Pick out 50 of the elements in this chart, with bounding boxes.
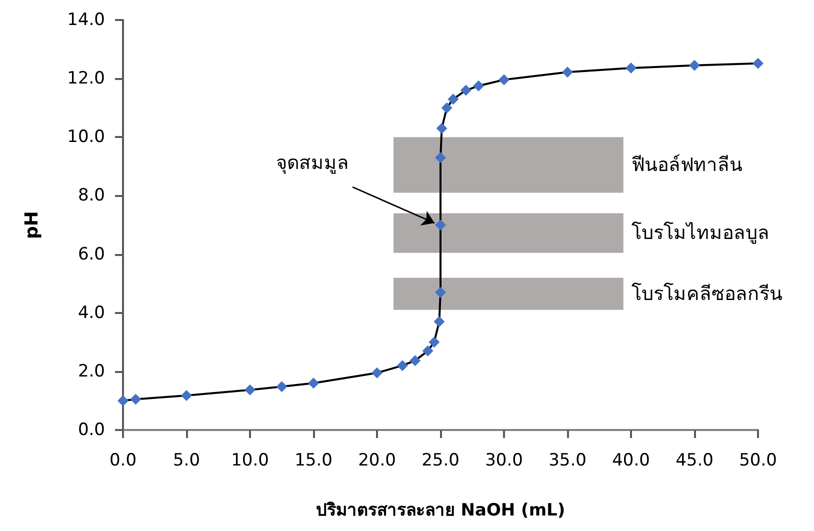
x-tick-label: 30.0 xyxy=(485,450,523,470)
point xyxy=(422,345,434,356)
y-tick-label: 8.0 xyxy=(78,186,105,206)
point xyxy=(460,84,472,96)
point xyxy=(244,384,256,396)
point xyxy=(436,122,448,134)
point xyxy=(130,394,142,405)
y-tick-label: 2.0 xyxy=(78,361,105,382)
point xyxy=(276,381,288,392)
point xyxy=(752,58,764,69)
point xyxy=(562,66,573,78)
annotation: จุดสมมูล xyxy=(276,152,349,175)
point xyxy=(410,355,421,366)
band-label: โบรโมคลีซอลกรีน xyxy=(631,282,782,305)
point xyxy=(372,367,382,378)
point xyxy=(308,378,319,389)
x-tick-label: 40.0 xyxy=(612,450,650,470)
point xyxy=(118,395,128,406)
y-tick-label: 14.0 xyxy=(67,10,105,30)
point xyxy=(473,80,484,92)
x-tick-label: 15.0 xyxy=(294,450,332,470)
point xyxy=(435,286,446,298)
x-tick-label: 10.0 xyxy=(231,450,269,470)
point xyxy=(434,316,445,328)
point xyxy=(626,62,636,74)
point xyxy=(181,390,192,401)
point xyxy=(428,336,440,348)
point xyxy=(448,94,459,105)
point xyxy=(498,74,510,86)
y-tick-label: 4.0 xyxy=(78,302,105,323)
point xyxy=(435,152,446,164)
point xyxy=(441,102,452,114)
y-tick-label: 6.0 xyxy=(78,244,105,264)
y-tick-label: 12.0 xyxy=(67,68,105,89)
point xyxy=(689,60,700,71)
y-tick-label: 0.0 xyxy=(78,420,105,440)
point xyxy=(396,360,408,372)
x-axis-title: ปริมาตรสารละลาย NaOH (mL) xyxy=(316,500,566,520)
x-tick-label: 25.0 xyxy=(422,450,460,470)
x-tick-label: 50.0 xyxy=(739,450,777,470)
x-tick-label: 20.0 xyxy=(358,450,396,470)
band-label: ฟีนอล์ฟทาลีน xyxy=(631,154,742,176)
x-tick-label: 0.0 xyxy=(109,450,137,470)
point xyxy=(435,220,446,230)
y-axis-title: pH xyxy=(22,211,42,239)
x-tick-label: 5.0 xyxy=(172,450,200,470)
y-tick-label: 10.0 xyxy=(67,127,105,148)
x-tick-label: 45.0 xyxy=(676,450,714,470)
x-tick-label: 35.0 xyxy=(548,450,586,470)
band-label: โบรโมไทมอลบูล xyxy=(631,221,770,244)
